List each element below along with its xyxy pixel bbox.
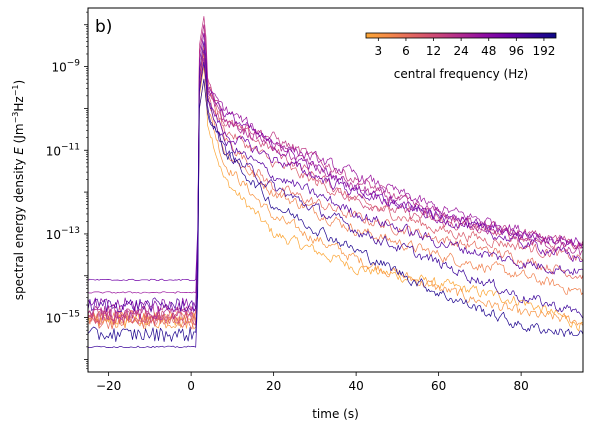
x-tick-label: 40 xyxy=(348,379,363,393)
x-tick-label: 0 xyxy=(187,379,195,393)
y-tick-label: 10−9 xyxy=(51,59,80,75)
series-layer xyxy=(88,16,583,349)
plot-background xyxy=(88,8,583,372)
colorbar-bar xyxy=(365,32,557,39)
colorbar-ticks: 3 6 12 24 48 96 192 xyxy=(375,38,555,58)
x-tick-label: 60 xyxy=(431,379,446,393)
y-tick-label: 10−13 xyxy=(46,226,80,242)
x-axis: −20 0 20 40 60 80 xyxy=(96,372,529,393)
x-tick-label: 20 xyxy=(266,379,281,393)
series-line-10 xyxy=(88,49,583,282)
series-line-13 xyxy=(88,78,583,342)
colorbar-tick-label: 6 xyxy=(402,44,410,58)
series-line-8 xyxy=(88,57,583,294)
panel-label: b) xyxy=(95,17,112,37)
y-tick-label: 10−11 xyxy=(46,142,80,158)
x-tick-label: 80 xyxy=(513,379,528,393)
colorbar-tick-label: 12 xyxy=(426,44,441,58)
colorbar-tick-label: 192 xyxy=(532,44,555,58)
x-axis-label: time (s) xyxy=(312,407,359,421)
series-line-7 xyxy=(88,24,583,321)
series-line-1 xyxy=(88,78,583,330)
y-axis-label: spectral energy density E (Jm−3Hz−1) xyxy=(11,80,26,300)
series-line-2 xyxy=(88,53,583,326)
colorbar-label: central frequency (Hz) xyxy=(394,67,528,81)
series-line-5 xyxy=(88,32,583,326)
colorbar-tick-label: 96 xyxy=(509,44,524,58)
colorbar-tick-label: 24 xyxy=(453,44,468,58)
series-line-4 xyxy=(88,24,583,325)
series-line-0 xyxy=(88,66,583,332)
colorbar: 3 6 12 24 48 96 192 central frequency (Hz) xyxy=(365,32,557,81)
series-line-11 xyxy=(88,41,583,313)
series-line-12 xyxy=(88,62,583,349)
colorbar-tick-label: 48 xyxy=(481,44,496,58)
colorbar-tick-label: 3 xyxy=(375,44,383,58)
x-tick-label: −20 xyxy=(96,379,121,393)
plot-frame xyxy=(87,7,584,373)
y-tick-label: 10−15 xyxy=(46,310,80,326)
y-axis: 10−15 10−13 10−11 10−9 xyxy=(46,11,88,370)
